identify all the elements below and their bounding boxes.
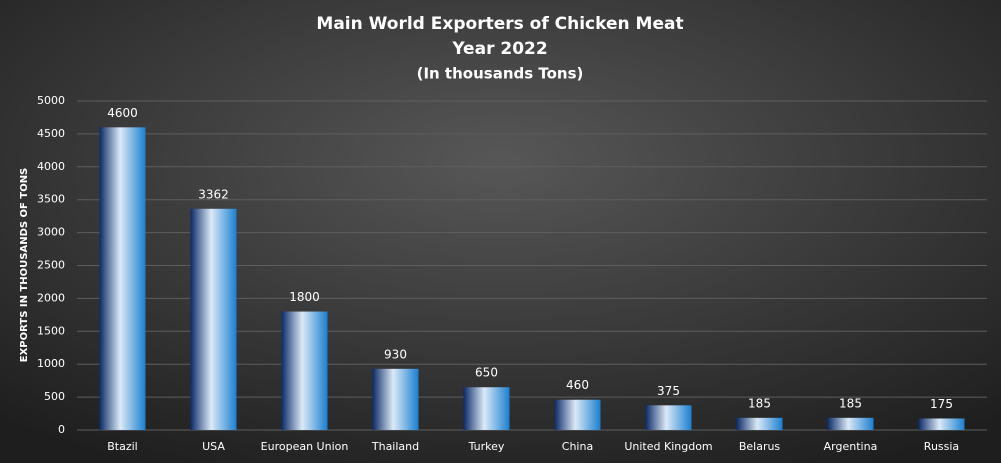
y-tick-label: 1500 (37, 324, 65, 337)
bar (99, 127, 146, 430)
x-tick-label: Russia (924, 440, 959, 453)
value-label: 185 (839, 396, 862, 410)
value-label: 460 (566, 378, 589, 392)
y-tick-label: 0 (58, 423, 65, 436)
value-label: 3362 (198, 187, 229, 201)
value-label: 4600 (107, 106, 138, 120)
y-tick-label: 5000 (37, 94, 65, 107)
bar (736, 417, 783, 430)
y-tick-label: 4500 (37, 127, 65, 140)
chart-title: Main World Exporters of Chicken Meat (316, 14, 683, 34)
bar (281, 311, 328, 430)
value-label: 650 (475, 366, 498, 380)
y-tick-label: 2000 (37, 291, 65, 304)
y-tick-label: 3000 (37, 226, 65, 239)
x-tick-label: Turkey (468, 440, 505, 453)
y-tick-label: 500 (44, 390, 65, 403)
bar (463, 387, 510, 430)
value-label: 1800 (289, 290, 320, 304)
bar (372, 368, 419, 430)
bar (827, 417, 874, 430)
bar (554, 399, 601, 430)
value-label: 175 (930, 397, 953, 411)
x-tick-label: United Kingdom (624, 440, 712, 453)
x-tick-label: China (562, 440, 593, 453)
x-tick-label: Belarus (739, 440, 781, 453)
bar (645, 405, 692, 430)
x-tick-label: USA (202, 440, 225, 453)
chart-subtitle: Year 2022 (451, 39, 547, 59)
y-tick-label: 4000 (37, 160, 65, 173)
value-label: 185 (748, 396, 771, 410)
chart-subtitle: (In thousands Tons) (417, 65, 584, 83)
y-tick-label: 3500 (37, 193, 65, 206)
y-axis-label: EXPORTS IN THOUSANDS OF TONS (19, 168, 30, 363)
y-tick-label: 1000 (37, 357, 65, 370)
x-tick-label: European Union (261, 440, 349, 453)
value-label: 930 (384, 347, 407, 361)
bar (190, 208, 237, 430)
x-tick-label: Btazil (107, 440, 138, 453)
x-tick-label: Argentina (824, 440, 878, 453)
y-tick-label: 2500 (37, 259, 65, 272)
bar (918, 418, 965, 430)
x-tick-label: Thailand (371, 440, 419, 453)
value-label: 375 (657, 384, 680, 398)
